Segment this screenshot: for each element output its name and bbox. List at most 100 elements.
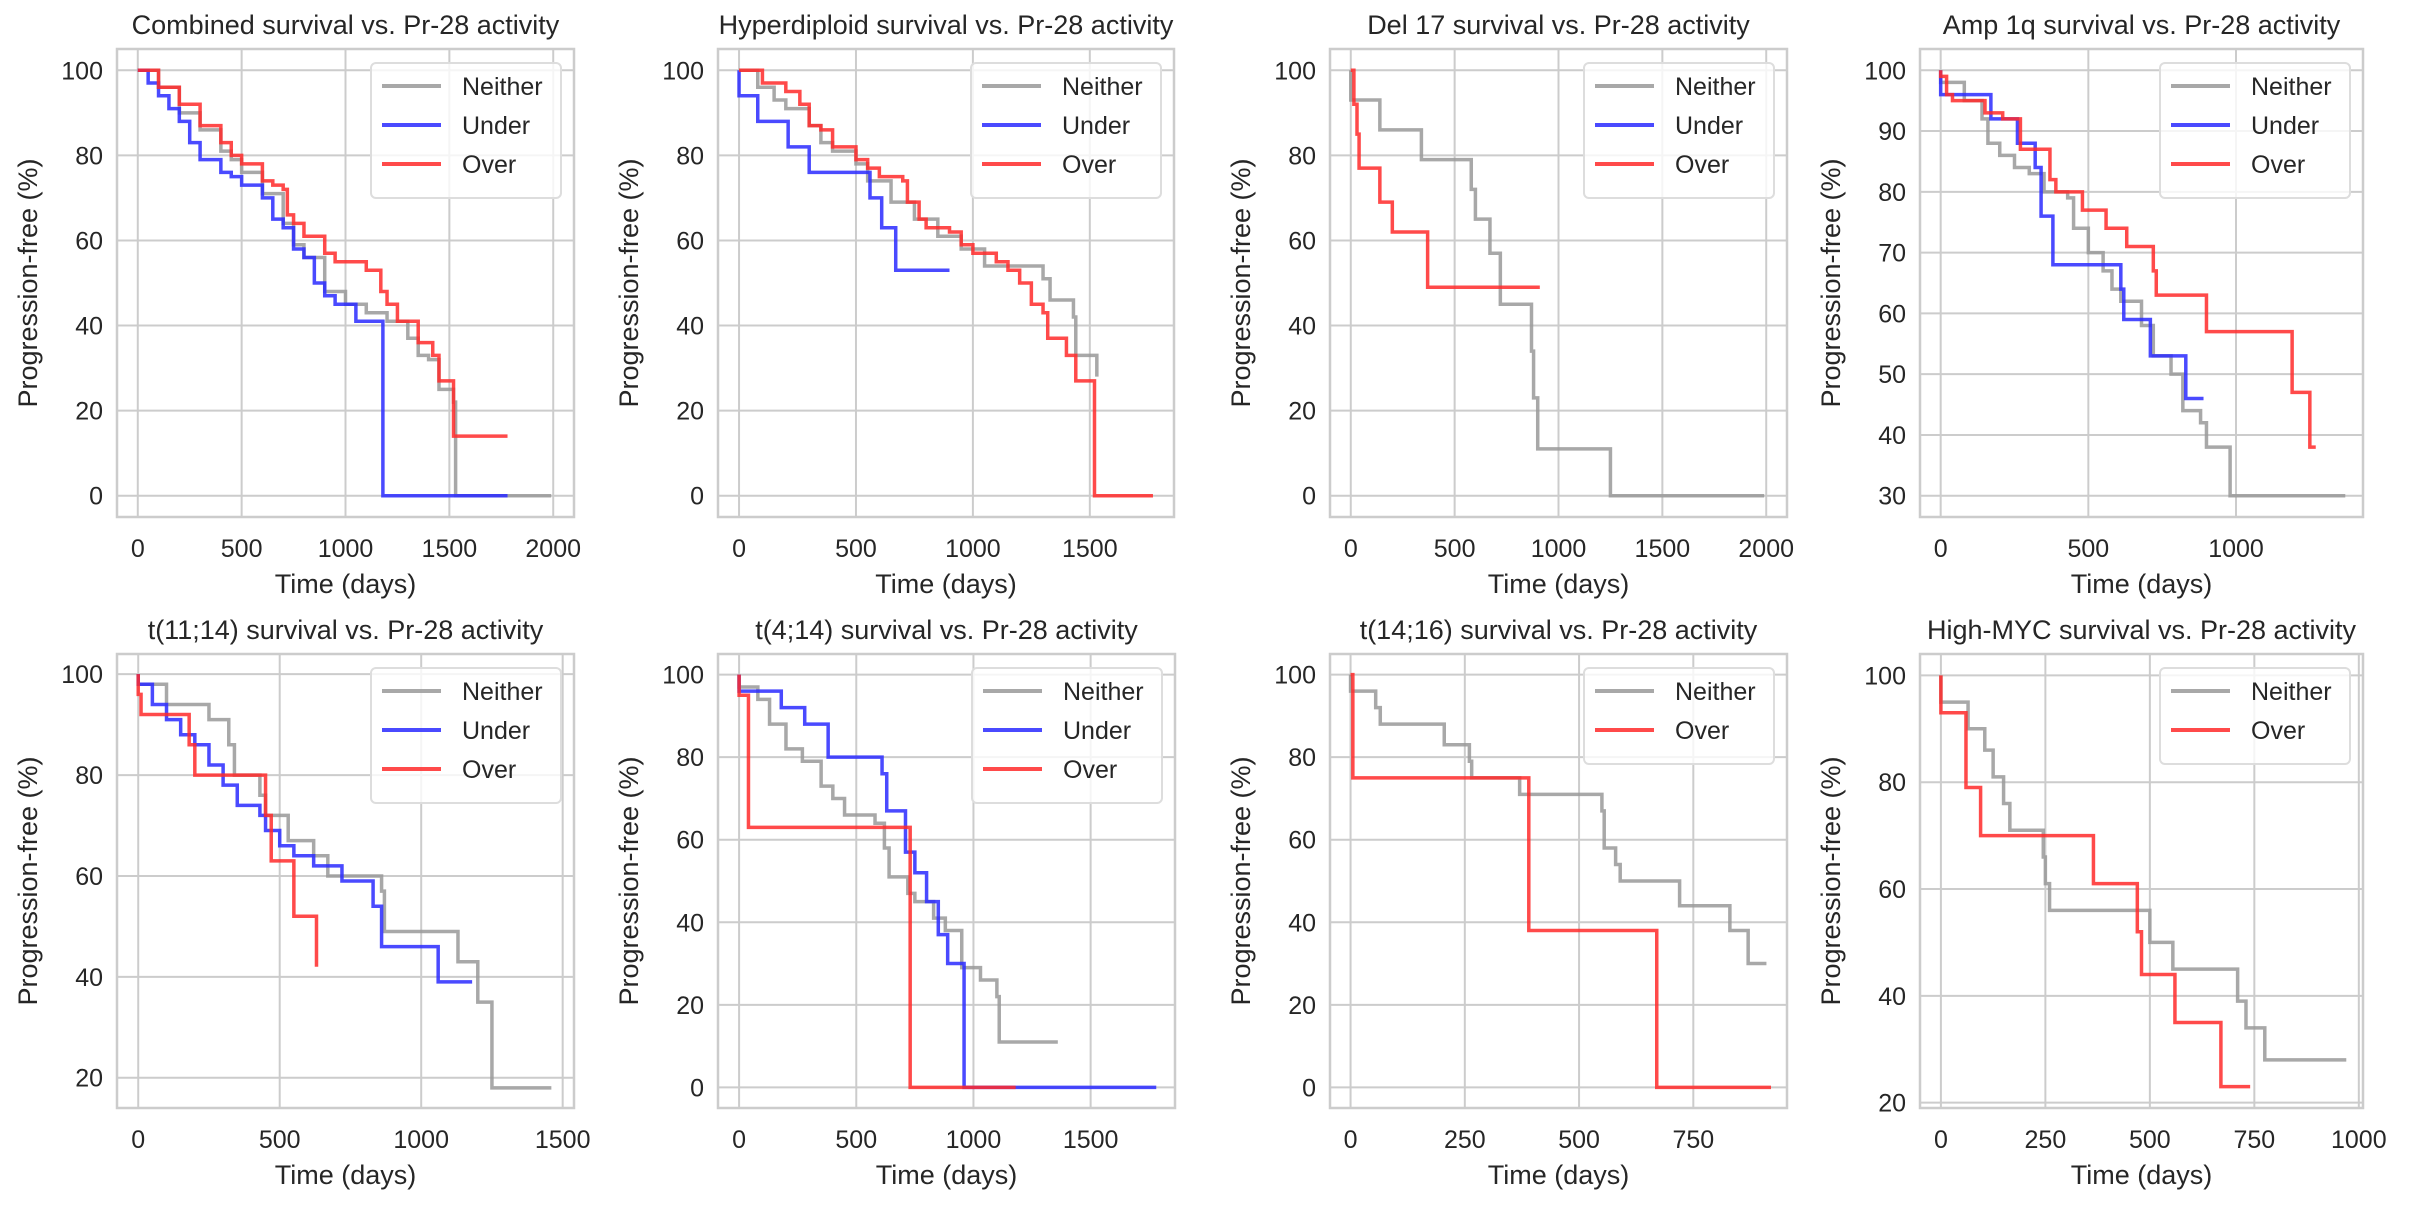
y-tick-label: 90 bbox=[1878, 118, 1906, 146]
x-tick-label: 500 bbox=[1558, 1126, 1600, 1154]
y-tick-label: 20 bbox=[676, 398, 704, 426]
x-tick-label: 0 bbox=[131, 1126, 145, 1154]
legend-label: Under bbox=[2251, 112, 2319, 140]
y-tick-label: 40 bbox=[75, 313, 103, 341]
y-tick-label: 20 bbox=[1878, 1090, 1906, 1118]
panel-1: 0 500 1000 1500 2000 0 20 40 60 80 100 Combined sur… bbox=[13, 10, 581, 599]
x-tick-label: 0 bbox=[1344, 535, 1358, 563]
legend-label: Under bbox=[1063, 717, 1131, 745]
axes-frame bbox=[1918, 652, 2365, 1110]
y-tick-label: 80 bbox=[1878, 179, 1906, 207]
y-axis-label: Progression-free (%) bbox=[614, 756, 644, 1005]
y-tick-label: 40 bbox=[1288, 909, 1316, 937]
x-tick-label: 1000 bbox=[318, 535, 374, 563]
y-tick-label: 0 bbox=[690, 1074, 704, 1102]
series-line-over bbox=[1350, 68, 1540, 290]
y-tick-label: 30 bbox=[1878, 483, 1906, 511]
axes-frame bbox=[716, 652, 1177, 1110]
chart-title: Hyperdiploid survival vs. Pr-28 activity bbox=[719, 10, 1174, 40]
legend-label: Over bbox=[1675, 717, 1729, 745]
chart-title: Amp 1q survival vs. Pr-28 activity bbox=[1943, 10, 2341, 40]
x-tick-label: 1500 bbox=[1635, 535, 1691, 563]
x-tick-label: 500 bbox=[835, 1126, 877, 1154]
y-axis-label: Progression-free (%) bbox=[1226, 756, 1256, 1005]
y-tick-label: 20 bbox=[75, 1065, 103, 1093]
x-tick-label: 2000 bbox=[525, 535, 581, 563]
y-axis-label: Progression-free (%) bbox=[13, 756, 43, 1005]
series-line-neither bbox=[1938, 70, 2346, 498]
y-tick-label: 80 bbox=[1288, 744, 1316, 772]
x-tick-label: 0 bbox=[732, 1126, 746, 1154]
y-tick-label: 100 bbox=[662, 57, 704, 85]
chart-title: Combined survival vs. Pr-28 activity bbox=[132, 10, 560, 40]
chart-title: t(14;16) survival vs. Pr-28 activity bbox=[1360, 615, 1758, 645]
x-axis-label: Time (days) bbox=[1488, 1160, 1630, 1190]
series-line-over bbox=[739, 68, 1153, 498]
y-tick-label: 40 bbox=[75, 964, 103, 992]
legend-label: Under bbox=[1675, 112, 1743, 140]
y-tick-label: 80 bbox=[75, 142, 103, 170]
legend-label: Under bbox=[462, 717, 530, 745]
panel-5: 0 500 1000 1500 20 40 60 80 100 t(11;14) survival… bbox=[13, 615, 590, 1190]
y-tick-label: 80 bbox=[1878, 769, 1906, 797]
x-tick-label: 1000 bbox=[2331, 1126, 2387, 1154]
y-tick-label: 100 bbox=[1864, 57, 1906, 85]
y-axis-label: Progression-free (%) bbox=[614, 158, 644, 407]
panel-8: 0 250 500 750 1000 20 40 60 80 100 High-MYC surviv… bbox=[1816, 615, 2387, 1190]
y-tick-label: 60 bbox=[75, 863, 103, 891]
series-line-under bbox=[737, 674, 1157, 1090]
series-line-neither bbox=[737, 674, 1058, 1044]
legend-label: Under bbox=[462, 112, 530, 140]
y-tick-label: 100 bbox=[1274, 662, 1316, 690]
y-tick-label: 60 bbox=[676, 227, 704, 255]
x-tick-label: 0 bbox=[1344, 1126, 1358, 1154]
y-tick-label: 20 bbox=[676, 992, 704, 1020]
x-tick-label: 500 bbox=[2129, 1126, 2171, 1154]
x-tick-label: 500 bbox=[2067, 535, 2109, 563]
series-line-over bbox=[1939, 675, 2251, 1089]
legend-label: Over bbox=[2251, 717, 2305, 745]
x-tick-label: 750 bbox=[2233, 1126, 2275, 1154]
y-tick-label: 40 bbox=[1878, 422, 1906, 450]
axes-frame bbox=[115, 47, 576, 519]
chart-title: Del 17 survival vs. Pr-28 activity bbox=[1367, 10, 1750, 40]
x-tick-label: 250 bbox=[2025, 1126, 2067, 1154]
x-axis-label: Time (days) bbox=[1488, 569, 1630, 599]
chart-title: t(11;14) survival vs. Pr-28 activity bbox=[148, 615, 544, 645]
y-tick-label: 100 bbox=[1274, 57, 1316, 85]
y-tick-label: 80 bbox=[676, 744, 704, 772]
y-tick-label: 50 bbox=[1878, 361, 1906, 389]
panel-6: 0 500 1000 1500 0 20 40 60 80 100 t(4;14) survival… bbox=[614, 615, 1177, 1190]
x-tick-label: 500 bbox=[259, 1126, 301, 1154]
series-line-over bbox=[136, 674, 319, 967]
x-axis-label: Time (days) bbox=[275, 569, 417, 599]
y-tick-label: 60 bbox=[1878, 300, 1906, 328]
y-tick-label: 60 bbox=[1288, 827, 1316, 855]
y-tick-label: 40 bbox=[1878, 983, 1906, 1011]
legend-label: Over bbox=[1062, 151, 1116, 179]
chart-title: High-MYC survival vs. Pr-28 activity bbox=[1927, 615, 2357, 645]
panel-3: 0 500 1000 1500 2000 0 20 40 60 80 100 Del 17 survi… bbox=[1226, 10, 1794, 599]
series-line-over bbox=[137, 68, 508, 438]
y-tick-label: 0 bbox=[1302, 1074, 1316, 1102]
y-tick-label: 100 bbox=[61, 661, 103, 689]
y-tick-label: 60 bbox=[1288, 227, 1316, 255]
panel-4: 0 500 1000 30 40 50 60 70 80 90 100 Amp 1q survival… bbox=[1816, 10, 2365, 599]
y-axis-label: Progression-free (%) bbox=[1816, 756, 1846, 1005]
legend-label: Neither bbox=[1675, 73, 1756, 101]
series-line-neither bbox=[1348, 674, 1767, 966]
x-tick-label: 750 bbox=[1672, 1126, 1714, 1154]
series-line-under bbox=[1938, 70, 2204, 401]
x-tick-label: 1000 bbox=[393, 1126, 449, 1154]
x-tick-label: 250 bbox=[1444, 1126, 1486, 1154]
x-tick-label: 0 bbox=[1934, 1126, 1948, 1154]
y-tick-label: 80 bbox=[75, 762, 103, 790]
x-tick-label: 0 bbox=[732, 535, 746, 563]
y-tick-label: 100 bbox=[1864, 662, 1906, 690]
legend-label: Neither bbox=[2251, 73, 2332, 101]
x-axis-label: Time (days) bbox=[275, 1160, 417, 1190]
x-axis-label: Time (days) bbox=[876, 1160, 1018, 1190]
legend-label: Over bbox=[1675, 151, 1729, 179]
y-tick-label: 20 bbox=[75, 398, 103, 426]
y-tick-label: 40 bbox=[676, 313, 704, 341]
